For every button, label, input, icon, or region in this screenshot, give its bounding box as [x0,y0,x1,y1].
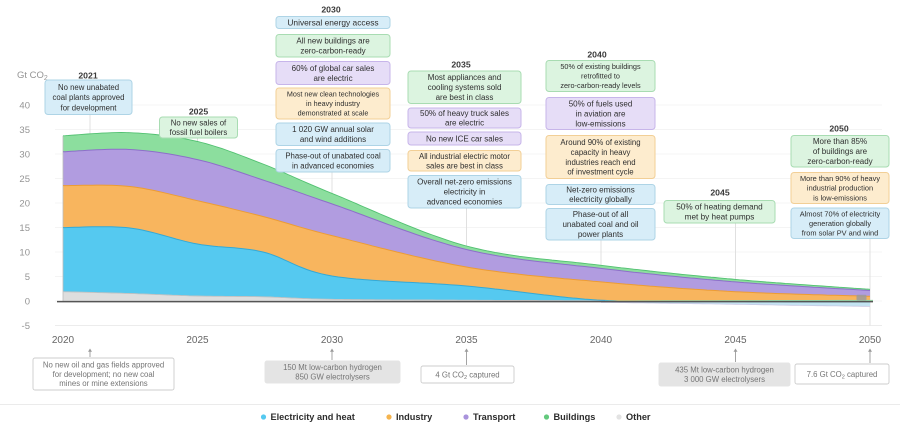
svg-text:2040: 2040 [590,335,613,346]
svg-text:zero-carbon-ready levels: zero-carbon-ready levels [560,81,641,90]
svg-text:5: 5 [25,272,30,283]
svg-text:Almost 70% of electricity: Almost 70% of electricity [800,209,881,218]
svg-text:Transport: Transport [473,412,515,422]
svg-text:is low-emissions: is low-emissions [813,193,867,202]
svg-text:7.6 Gt CO2 captured: 7.6 Gt CO2 captured [807,370,878,381]
svg-text:2045: 2045 [724,335,747,346]
svg-text:Most appliances and: Most appliances and [428,73,501,82]
svg-text:Industry: Industry [396,412,433,422]
svg-text:power plants: power plants [578,230,623,239]
svg-text:50% of heavy truck sales: 50% of heavy truck sales [420,109,509,118]
svg-text:mines or mine extensions: mines or mine extensions [59,379,148,388]
svg-text:No new ICE car sales: No new ICE car sales [426,134,503,143]
svg-text:2045: 2045 [710,187,729,197]
svg-text:Phase-out of all: Phase-out of all [573,210,629,219]
svg-text:150 Mt low-carbon hydrogen: 150 Mt low-carbon hydrogen [283,363,382,372]
svg-text:2030: 2030 [321,4,340,14]
svg-text:zero-carbon-ready: zero-carbon-ready [807,157,872,166]
svg-text:demonstrated at scale: demonstrated at scale [298,109,369,118]
svg-text:All new buildings are: All new buildings are [296,37,370,46]
svg-text:for development: for development [61,103,118,112]
svg-text:Around 90% of existing: Around 90% of existing [560,138,640,147]
svg-text:low-emissions: low-emissions [575,119,625,128]
svg-text:Most new clean technologies: Most new clean technologies [287,90,380,99]
svg-text:2035: 2035 [455,335,478,346]
svg-text:in aviation are: in aviation are [576,109,626,118]
svg-text:from solar PV and wind: from solar PV and wind [802,229,878,238]
svg-text:40: 40 [19,100,30,111]
svg-text:industrial production: industrial production [807,184,873,193]
svg-text:advanced economies: advanced economies [427,198,503,207]
svg-text:for development; no new coal: for development; no new coal [53,370,155,379]
svg-text:35: 35 [19,125,30,136]
svg-text:electricity in: electricity in [444,188,486,197]
svg-text:Electricity and heat: Electricity and heat [271,412,355,422]
svg-text:More than 90% of heavy: More than 90% of heavy [800,174,880,183]
svg-text:50% of existing buildings: 50% of existing buildings [560,62,641,71]
svg-text:Gt CO2: Gt CO2 [17,70,48,82]
svg-text:retrofitted to: retrofitted to [581,72,620,81]
svg-text:zero-carbon-ready: zero-carbon-ready [300,47,365,56]
svg-text:generation globally: generation globally [809,219,871,228]
svg-text:of buildings are: of buildings are [813,147,868,156]
svg-text:30: 30 [19,149,30,160]
svg-text:coal plants approved: coal plants approved [53,93,125,102]
svg-text:are best in class: are best in class [436,93,494,102]
svg-text:unabated coal and oil: unabated coal and oil [562,220,638,229]
svg-text:No new unabated: No new unabated [58,83,119,92]
svg-text:15: 15 [19,223,30,234]
svg-text:sales are best in class: sales are best in class [426,161,503,170]
svg-text:50% of heating demand: 50% of heating demand [676,203,763,212]
svg-text:No new oil and gas fields appr: No new oil and gas fields approved [43,360,164,369]
svg-text:850 GW electrolysers: 850 GW electrolysers [295,373,370,382]
svg-text:2050: 2050 [829,123,848,133]
svg-text:Phase-out of unabated coal: Phase-out of unabated coal [285,152,381,161]
svg-text:0: 0 [25,296,30,307]
svg-text:1 020 GW annual solar: 1 020 GW annual solar [292,125,374,134]
svg-text:are electric: are electric [445,119,484,128]
svg-text:in heavy industry: in heavy industry [306,99,360,108]
svg-text:cooling systems sold: cooling systems sold [428,83,502,92]
svg-text:2035: 2035 [451,59,470,69]
svg-text:435 Mt low-carbon hydrogen: 435 Mt low-carbon hydrogen [675,366,774,375]
svg-text:in advanced economies: in advanced economies [292,162,374,171]
svg-text:2025: 2025 [189,106,208,116]
svg-text:Universal energy access: Universal energy access [287,18,378,28]
svg-text:All industrial electric motor: All industrial electric motor [419,152,510,161]
svg-text:electricity globally: electricity globally [569,195,632,204]
svg-text:capacity in heavy: capacity in heavy [571,148,631,157]
svg-text:2021: 2021 [78,70,97,80]
svg-text:50% of fuels used: 50% of fuels used [569,100,633,109]
svg-text:fossil fuel boilers: fossil fuel boilers [170,128,228,137]
svg-text:10: 10 [19,247,30,258]
svg-text:-5: -5 [22,321,30,332]
svg-text:25: 25 [19,174,30,185]
svg-text:4 Gt CO2 captured: 4 Gt CO2 captured [435,370,499,381]
svg-text:industries reach end: industries reach end [565,158,635,167]
svg-text:2020: 2020 [52,335,75,346]
svg-text:More than 85%: More than 85% [813,137,867,146]
svg-text:Overall net-zero emissions: Overall net-zero emissions [417,178,512,187]
svg-text:60% of global car sales: 60% of global car sales [292,64,375,73]
svg-text:20: 20 [19,198,30,209]
svg-text:Buildings: Buildings [554,412,596,422]
svg-text:2030: 2030 [321,335,344,346]
svg-text:2050: 2050 [859,335,882,346]
svg-text:of investment cycle: of investment cycle [567,168,633,177]
svg-text:2040: 2040 [587,49,606,59]
svg-text:met by heat pumps: met by heat pumps [685,213,755,222]
svg-text:Other: Other [626,412,651,422]
svg-text:and wind additions: and wind additions [300,135,366,144]
svg-text:are electric: are electric [313,74,352,83]
svg-text:3 000 GW electrolysers: 3 000 GW electrolysers [684,375,765,384]
svg-text:2025: 2025 [186,335,209,346]
svg-text:Net-zero emissions: Net-zero emissions [566,186,634,195]
svg-text:No new sales of: No new sales of [171,118,227,127]
